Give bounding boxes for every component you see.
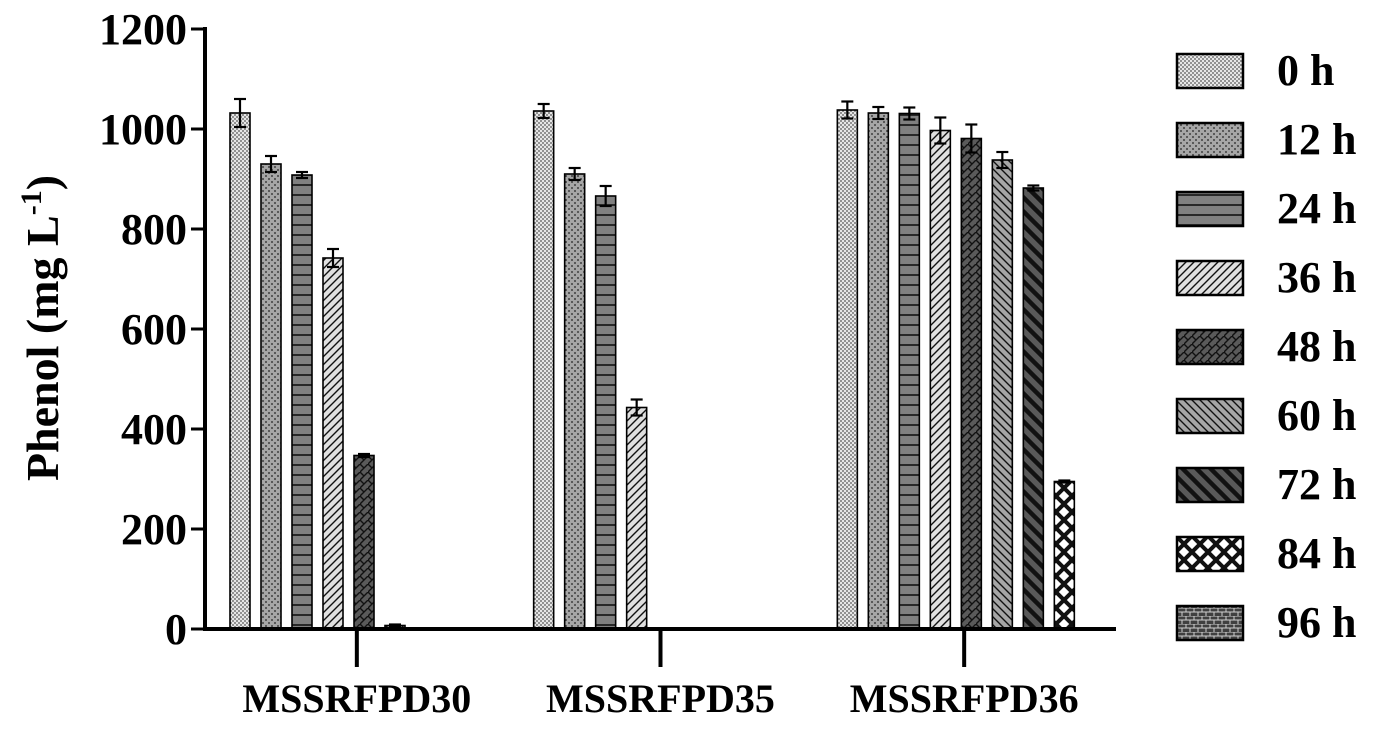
legend-swatch [1175,466,1245,504]
bar [594,195,617,630]
bar [1053,480,1076,630]
x-tick-label: MSSRFPD36 [850,676,1079,721]
y-axis: 0 200 400 600 800 1000 1200 [99,5,207,654]
y-axis-label-superscript: -1 [15,190,48,215]
legend-label: 0 h [1277,46,1334,95]
legend-label: 24 h [1277,184,1356,233]
bar [322,257,344,630]
legend-swatch [1175,397,1245,435]
x-tick-label: MSSRFPD35 [546,676,775,721]
legend-swatch [1175,52,1245,90]
legend-label: 96 h [1277,598,1356,647]
bar [929,129,952,630]
legend-label: 36 h [1277,253,1356,302]
y-tick-label: 0 [165,605,187,654]
legend-swatch [1175,190,1245,228]
bar [991,159,1014,630]
bar [867,112,890,630]
legend-swatch [1175,328,1245,366]
legend-swatch [1175,121,1245,159]
bar [898,112,921,630]
bars [229,97,1107,630]
y-tick-label: 1000 [99,105,187,154]
legend-label: 72 h [1277,460,1356,509]
bar [836,109,859,630]
bar [625,406,648,630]
legend-label: 48 h [1277,322,1356,371]
bar [229,112,251,630]
legend-swatch [1175,604,1245,642]
bar [260,163,282,630]
y-tick-label: 200 [121,505,187,554]
y-axis-label-close: ) [17,175,68,190]
legend-swatch [1175,535,1245,573]
y-tick-label: 400 [121,405,187,454]
legend-label: 84 h [1277,529,1356,578]
legend-swatch [1175,259,1245,297]
y-tick-label: 800 [121,205,187,254]
legend: 0 h 12 h 24 h 36 h 48 h 60 h 72 h 84 h 96 h [1175,46,1356,647]
bar [960,137,983,630]
x-axis: MSSRFPD30 MSSRFPD35 MSSRFPD36 [205,627,1116,721]
bar [291,174,313,630]
legend-label: 12 h [1277,115,1356,164]
x-tick-label: MSSRFPD30 [242,676,471,721]
legend-label: 60 h [1277,391,1356,440]
y-tick-label: 600 [121,305,187,354]
y-axis-label-main: Phenol (mg L [17,215,68,481]
bar [563,173,586,630]
y-axis-label: Phenol (mg L-1) [15,175,68,481]
bar [353,454,375,630]
y-tick-label: 1200 [99,5,187,54]
bar [532,110,555,630]
bar [1022,187,1045,630]
